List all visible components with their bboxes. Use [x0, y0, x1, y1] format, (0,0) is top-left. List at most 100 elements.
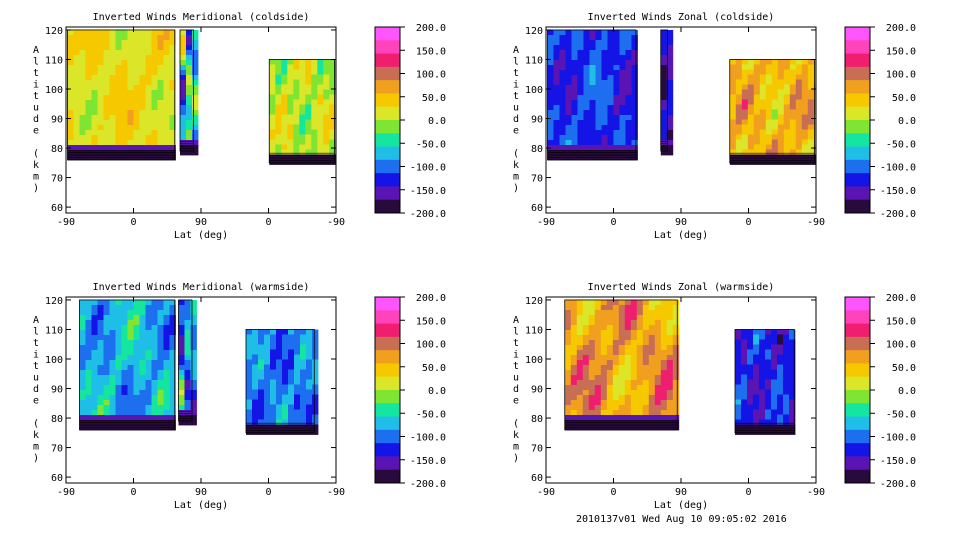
- wind-cell: [747, 414, 754, 420]
- wind-cell: [258, 379, 265, 385]
- wind-cell: [564, 370, 572, 376]
- wind-cell: [735, 119, 743, 125]
- wind-cell: [133, 70, 140, 76]
- wind-cell: [813, 99, 816, 105]
- wind-cell: [305, 79, 312, 85]
- wind-cell: [282, 409, 289, 415]
- wind-cell: [121, 90, 128, 96]
- wind-cell: [613, 135, 620, 141]
- wind-cell: [163, 35, 170, 41]
- wind-cell: [631, 135, 638, 141]
- wind-cell: [741, 154, 749, 160]
- wind-cell: [753, 119, 761, 125]
- wind-cell: [741, 129, 749, 135]
- wind-cell: [642, 410, 650, 416]
- wind-cell: [565, 105, 572, 111]
- wind-cell: [79, 60, 86, 66]
- wind-cell: [305, 84, 312, 90]
- wind-cell: [133, 85, 140, 91]
- wind-cell: [287, 74, 294, 80]
- wind-cell: [139, 405, 146, 411]
- wind-cell: [121, 300, 128, 306]
- wind-cell: [576, 350, 584, 356]
- wind-cell: [151, 45, 158, 51]
- wind-cell: [813, 69, 816, 75]
- wind-cell: [145, 90, 152, 96]
- wind-cell: [163, 120, 170, 126]
- wind-cell: [672, 350, 680, 356]
- wind-cell: [789, 134, 797, 140]
- wind-cell: [576, 345, 584, 351]
- wind-cell: [127, 385, 134, 391]
- wind-cell: [595, 35, 602, 41]
- colorbar-swatch: [375, 159, 400, 174]
- colorbar-swatch: [375, 390, 400, 404]
- wind-cell: [576, 340, 584, 346]
- wind-cell: [163, 370, 170, 376]
- wind-cell: [169, 145, 176, 151]
- wind-cell: [588, 410, 596, 416]
- wind-cell: [564, 350, 572, 356]
- wind-cell: [735, 409, 742, 415]
- wind-cell: [287, 59, 294, 65]
- wind-cell: [79, 390, 86, 396]
- wind-cell: [178, 400, 185, 406]
- wind-cell: [91, 395, 98, 401]
- wind-cell: [97, 305, 104, 311]
- wind-cell: [564, 395, 572, 401]
- wind-cell: [619, 55, 626, 61]
- wind-cell: [246, 404, 253, 410]
- wind-cell: [180, 60, 187, 66]
- wind-cell: [151, 30, 158, 36]
- wind-cell: [666, 100, 674, 106]
- colorbar-tick-label: -100.0: [410, 433, 446, 444]
- wind-cell: [630, 395, 638, 401]
- wind-cell: [305, 64, 312, 70]
- wind-cell: [601, 130, 608, 136]
- wind-cell: [666, 130, 674, 136]
- wind-cell: [735, 359, 742, 365]
- wind-cell: [783, 79, 791, 85]
- wind-cell: [624, 405, 632, 411]
- wind-cell: [294, 389, 301, 395]
- wind-cell: [276, 369, 283, 375]
- wind-cell: [186, 35, 193, 41]
- wind-cell: [747, 394, 754, 400]
- wind-cell: [600, 370, 608, 376]
- wind-cell: [648, 305, 656, 311]
- wind-cell: [753, 134, 761, 140]
- wind-cell: [169, 410, 176, 416]
- wind-cell: [97, 355, 104, 361]
- wind-cell: [163, 85, 170, 91]
- wind-cell: [67, 60, 74, 66]
- wind-cell: [91, 385, 98, 391]
- wind-cell: [103, 140, 110, 146]
- wind-cell: [613, 50, 620, 56]
- wind-cell: [85, 95, 92, 101]
- wind-cell: [169, 55, 176, 61]
- wind-cell: [270, 364, 277, 370]
- wind-cell: [729, 129, 737, 135]
- wind-cell: [103, 325, 110, 331]
- wind-cell: [282, 394, 289, 400]
- wind-cell: [258, 329, 265, 335]
- wind-cell: [559, 35, 566, 41]
- wind-cell: [571, 140, 578, 146]
- colorbar-swatch: [845, 80, 870, 94]
- wind-cell: [85, 75, 92, 81]
- wind-cell: [741, 414, 748, 420]
- wind-cell: [759, 139, 767, 145]
- wind-cell: [115, 130, 122, 136]
- wind-cell: [660, 400, 668, 406]
- wind-cell: [789, 124, 797, 130]
- wind-cell: [607, 30, 614, 36]
- wind-cell: [264, 419, 271, 425]
- wind-cell: [305, 99, 312, 105]
- wind-cell: [288, 424, 295, 430]
- wind-cell: [190, 380, 197, 386]
- wind-cell: [564, 400, 572, 406]
- wind-cell: [753, 149, 761, 155]
- wind-cell: [553, 35, 560, 41]
- colorbar-swatch: [845, 416, 870, 431]
- wind-cell: [601, 120, 608, 126]
